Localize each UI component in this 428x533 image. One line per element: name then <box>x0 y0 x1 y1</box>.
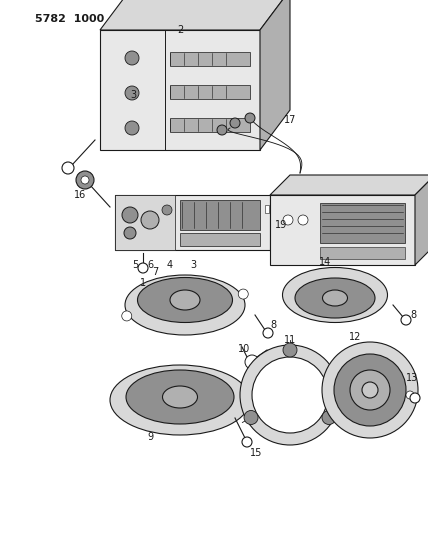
Text: 19: 19 <box>275 220 287 230</box>
Text: 2: 2 <box>177 25 183 35</box>
Text: 1: 1 <box>140 278 146 288</box>
Text: 8: 8 <box>270 320 276 330</box>
Circle shape <box>124 227 136 239</box>
Ellipse shape <box>125 275 245 335</box>
Ellipse shape <box>170 290 200 310</box>
Ellipse shape <box>323 290 348 306</box>
Circle shape <box>322 342 418 438</box>
Bar <box>115 195 270 250</box>
Ellipse shape <box>126 370 234 424</box>
Bar <box>275 205 279 213</box>
Circle shape <box>245 113 255 123</box>
Text: 15: 15 <box>250 448 262 458</box>
Bar <box>265 205 269 213</box>
Text: 5782  1000: 5782 1000 <box>35 14 104 24</box>
Text: 8: 8 <box>410 310 416 320</box>
Bar <box>170 118 250 132</box>
Circle shape <box>240 345 340 445</box>
Polygon shape <box>415 175 428 265</box>
Circle shape <box>283 215 293 225</box>
Circle shape <box>138 263 148 273</box>
Circle shape <box>122 207 138 223</box>
Bar <box>180 233 260 246</box>
Text: 13: 13 <box>406 373 418 383</box>
Ellipse shape <box>295 278 375 318</box>
Circle shape <box>162 205 172 215</box>
Circle shape <box>125 121 139 135</box>
Polygon shape <box>100 0 290 30</box>
Text: 10: 10 <box>238 344 250 354</box>
Ellipse shape <box>282 268 387 322</box>
Ellipse shape <box>137 278 232 322</box>
Circle shape <box>122 311 132 321</box>
Text: 16: 16 <box>74 190 86 200</box>
Circle shape <box>62 162 74 174</box>
Circle shape <box>401 315 411 325</box>
Polygon shape <box>260 0 290 150</box>
Text: 14: 14 <box>319 257 331 267</box>
Text: 11: 11 <box>284 335 296 345</box>
Ellipse shape <box>110 365 250 435</box>
Circle shape <box>350 370 390 410</box>
Circle shape <box>244 410 258 424</box>
Ellipse shape <box>163 386 197 408</box>
Bar <box>320 203 405 243</box>
Circle shape <box>245 355 259 369</box>
Circle shape <box>298 215 308 225</box>
Circle shape <box>362 382 378 398</box>
Text: 17: 17 <box>284 115 296 125</box>
Circle shape <box>410 393 420 403</box>
Bar <box>180 200 260 230</box>
Circle shape <box>334 354 406 426</box>
Bar <box>170 52 250 66</box>
Circle shape <box>125 86 139 100</box>
Bar <box>270 195 415 265</box>
Circle shape <box>76 171 94 189</box>
Text: 4: 4 <box>167 260 173 270</box>
Bar <box>100 30 260 150</box>
Bar <box>270 205 274 213</box>
Circle shape <box>217 125 227 135</box>
Text: 6: 6 <box>147 260 153 270</box>
Circle shape <box>242 437 252 447</box>
Text: 7: 7 <box>152 267 158 277</box>
Text: 3: 3 <box>190 260 196 270</box>
Circle shape <box>125 51 139 65</box>
Bar <box>170 85 250 99</box>
Circle shape <box>230 118 240 128</box>
Circle shape <box>283 343 297 357</box>
Text: 12: 12 <box>349 332 361 342</box>
Circle shape <box>141 211 159 229</box>
Bar <box>115 195 175 250</box>
Circle shape <box>263 328 273 338</box>
Polygon shape <box>270 175 428 195</box>
Circle shape <box>238 289 248 299</box>
Text: 5: 5 <box>132 260 138 270</box>
Circle shape <box>252 357 328 433</box>
Circle shape <box>81 176 89 184</box>
Text: 9: 9 <box>147 432 153 442</box>
Bar <box>320 247 405 259</box>
Circle shape <box>322 410 336 424</box>
Text: 3: 3 <box>130 90 136 100</box>
Circle shape <box>406 391 414 399</box>
